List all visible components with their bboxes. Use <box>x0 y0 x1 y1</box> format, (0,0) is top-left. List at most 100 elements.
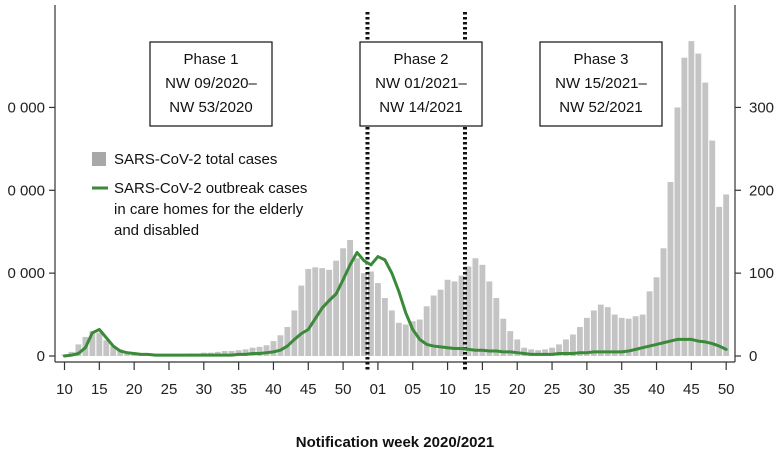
legend-bar-marker <box>92 152 106 166</box>
bar-week-17-60 <box>479 264 486 356</box>
bar-week-31-74 <box>576 327 583 356</box>
bar-week-2-45 <box>375 283 381 356</box>
y-left-tick-label-3: 0 000 <box>7 99 45 116</box>
phase-2-start: NW 01/2021– <box>375 75 467 92</box>
bar-week-49-92 <box>702 82 709 356</box>
bar-week-44-34 <box>298 285 305 356</box>
x-tick-label-19: 50 <box>718 381 735 398</box>
bar-week-32-75 <box>583 317 590 356</box>
bar-week-33-76 <box>590 310 597 356</box>
y-left-tick-label-1: 0 000 <box>7 265 45 282</box>
bar-week-51-94 <box>716 206 723 356</box>
x-tick-label-8: 50 <box>335 381 352 398</box>
legend-line-label-2: in care homes for the elderly <box>114 201 304 218</box>
x-tick-label-6: 40 <box>265 381 282 398</box>
phase-1-end: NW 53/2020 <box>169 99 252 116</box>
care-home-cases-line <box>63 250 728 358</box>
phase-1-title: Phase 1 <box>183 51 238 68</box>
bar-week-14-57 <box>458 275 465 356</box>
x-tick-label-10: 05 <box>404 381 421 398</box>
y-right-tick-label-2: 200 <box>749 182 774 199</box>
bar-week-39-29 <box>263 345 270 356</box>
bar-week-45-35 <box>305 269 312 356</box>
bar-week-45-88 <box>674 107 681 357</box>
bar-week-18-61 <box>486 281 493 356</box>
bar-week-28-71 <box>556 344 562 356</box>
bar-week-16-59 <box>472 258 479 356</box>
bar-week-10-53 <box>430 295 437 356</box>
phase-3-title: Phase 3 <box>573 51 628 68</box>
bar-week-12-2 <box>75 344 82 356</box>
bar-week-29-72 <box>563 339 569 356</box>
x-tick-label-17: 40 <box>648 381 665 398</box>
x-tick-label-5: 35 <box>230 381 247 398</box>
legend-line-label-1: SARS-CoV-2 outbreak cases <box>114 180 307 197</box>
x-tick-label-16: 35 <box>613 381 630 398</box>
phase-3-end: NW 52/2021 <box>559 99 642 116</box>
legend-line-label-3: and disabled <box>114 222 199 239</box>
y-left-tick-label-2: 0 000 <box>7 182 45 199</box>
phase-2-box: Phase 2 NW 01/2021– NW 14/2021 <box>359 41 483 127</box>
phase-2-end: NW 14/2021 <box>379 99 462 116</box>
bar-week-42-32 <box>284 327 291 356</box>
x-axis-title: Notification week 2020/2021 <box>296 434 494 451</box>
bar-week-18-8 <box>117 349 124 356</box>
x-tick-label-1: 15 <box>91 381 108 398</box>
bar-week-7-50 <box>409 321 416 356</box>
phase-3-box: Phase 3 NW 15/2021– NW 52/2021 <box>539 41 663 127</box>
x-tick-label-14: 25 <box>544 381 561 398</box>
bar-week-15-5 <box>96 332 103 356</box>
phase-1-box: Phase 1 NW 09/2020– NW 53/2020 <box>149 41 273 127</box>
x-tick-label-0: 10 <box>56 381 73 398</box>
phase-2-title: Phase 2 <box>393 51 448 68</box>
bar-week-3-46 <box>381 298 388 356</box>
bar-week-41-84 <box>646 291 653 356</box>
bar-week-43-33 <box>291 310 298 356</box>
line-series-care-home-cases <box>63 250 728 358</box>
bar-week-17-7 <box>110 346 117 356</box>
x-ticks: 10 15 20 25 30 35 40 45 50 01 05 10 15 20 25 30 35 40 45 50 <box>56 362 735 398</box>
x-tick-label-15: 30 <box>579 381 596 398</box>
bar-week-5-48 <box>395 322 402 356</box>
bar-week-52-42 <box>354 258 360 356</box>
bar-week-37-27 <box>249 347 256 356</box>
bar-week-40-30 <box>270 341 277 356</box>
x-tick-label-18: 45 <box>683 381 700 398</box>
x-tick-label-4: 30 <box>195 381 212 398</box>
bar-week-13-56 <box>451 281 458 356</box>
x-tick-label-13: 20 <box>509 381 526 398</box>
bar-week-37-80 <box>618 317 625 356</box>
bar-week-48-91 <box>695 53 702 356</box>
bar-week-27-70 <box>549 347 555 356</box>
bar-week-6-49 <box>402 324 409 356</box>
bar-week-30-73 <box>570 334 576 356</box>
bar-week-48-38 <box>326 269 333 356</box>
bar-week-23-66 <box>521 347 528 356</box>
bar-week-46-89 <box>681 57 688 357</box>
bar-week-44-87 <box>667 182 674 356</box>
bar-week-9-52 <box>423 306 430 356</box>
x-tick-label-12: 15 <box>474 381 491 398</box>
bar-week-26-69 <box>542 349 549 356</box>
bar-week-39-82 <box>632 316 639 356</box>
bar-week-1-44 <box>368 271 374 356</box>
bar-week-19-62 <box>493 298 500 356</box>
bar-week-12-55 <box>444 279 451 356</box>
bar-week-4-47 <box>388 310 395 356</box>
bar-week-38-81 <box>625 318 632 356</box>
bar-week-42-85 <box>653 277 660 356</box>
x-tick-label-3: 25 <box>161 381 178 398</box>
bar-week-38-28 <box>256 346 263 356</box>
bar-week-15-58 <box>465 266 472 356</box>
bar-week-50-93 <box>709 140 716 356</box>
bar-week-24-67 <box>528 349 535 356</box>
bar-week-36-79 <box>611 314 618 356</box>
y-right-tick-label-3: 300 <box>749 99 774 116</box>
bar-week-20-63 <box>500 318 507 356</box>
bar-week-41-31 <box>277 335 284 356</box>
bar-week-51-41 <box>347 240 353 356</box>
legend: SARS-CoV-2 total cases SARS-CoV-2 outbre… <box>92 151 307 239</box>
bar-week-53-43 <box>361 273 367 356</box>
bar-week-40-83 <box>639 314 646 356</box>
